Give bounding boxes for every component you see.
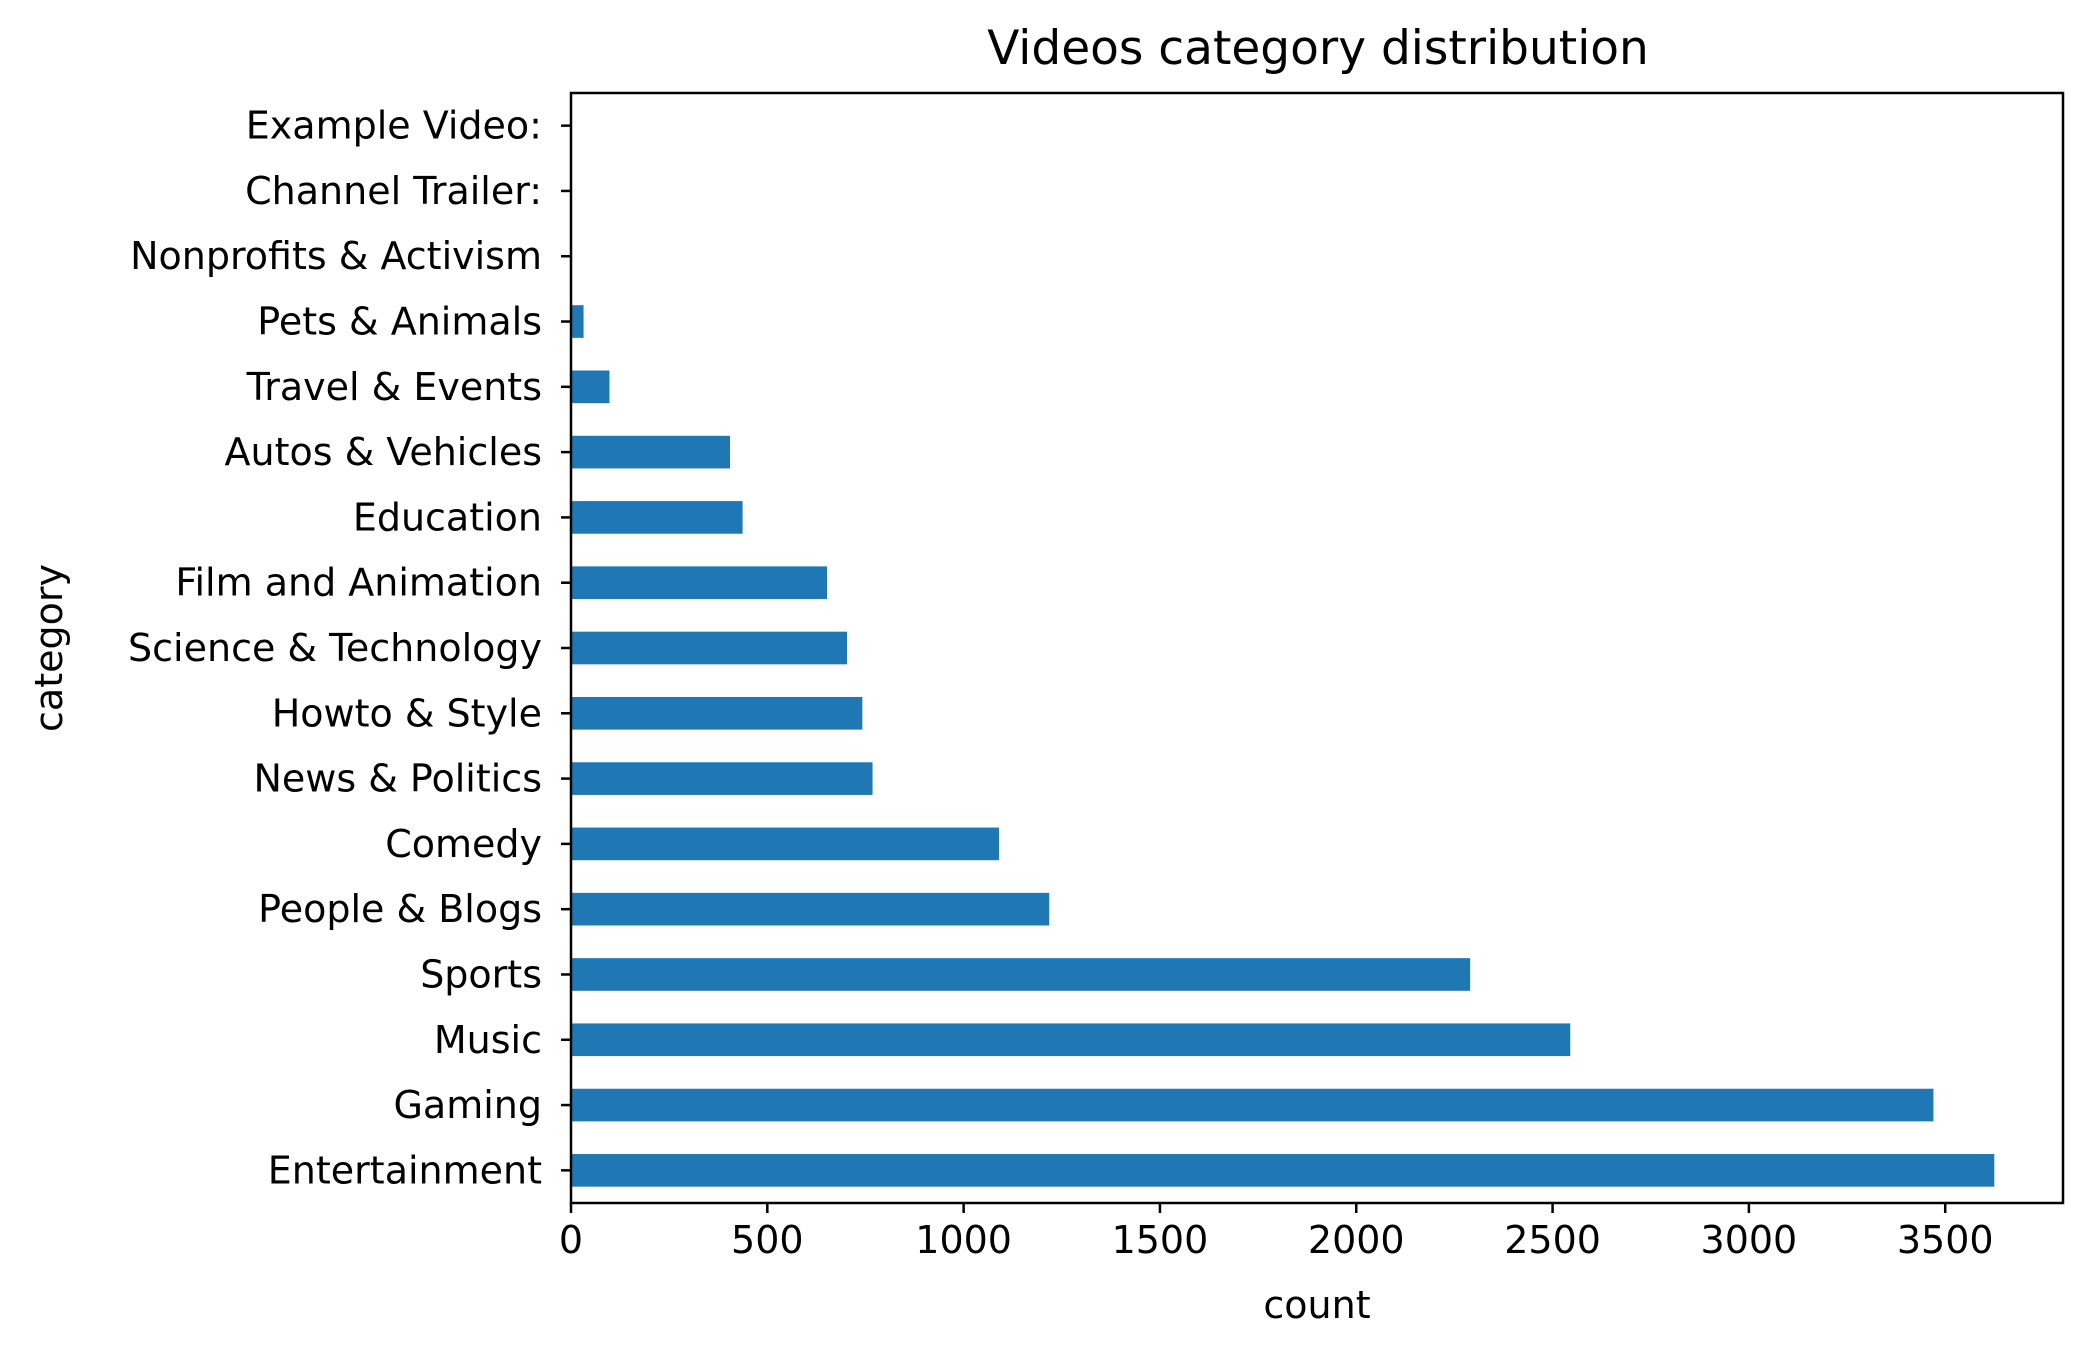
y-tick-label: Education [353,495,542,539]
bars-layer [571,109,1995,1187]
y-tick-label: Channel Trailer: [245,169,542,213]
bar-gaming [571,1088,1934,1122]
bar-travel-events [571,370,610,404]
y-tick-label: Travel & Events [246,365,542,409]
x-axis-label: count [1263,1283,1370,1327]
bar-sports [571,958,1471,991]
bar-people-blogs [571,892,1050,926]
y-tick-label: Pets & Animals [257,300,542,344]
y-axis-ticks: Entertainment Gaming Music Sports People & B… [128,104,571,1192]
y-tick-label: Comedy [385,822,542,866]
y-tick-label: Film and Animation [175,561,542,605]
y-tick-label: News & Politics [253,757,542,801]
x-tick-label: 2500 [1504,1218,1601,1262]
x-tick-label: 1000 [915,1218,1012,1262]
bar-film-and-animation [571,566,827,600]
bar-autos-vehicles [571,435,731,469]
x-tick-label: 500 [731,1218,804,1262]
plot-frame [569,91,2065,1205]
x-tick-label: 1500 [1112,1218,1209,1262]
bar-entertainment [571,1154,1995,1187]
y-tick-label: Example Video: [246,104,542,148]
y-axis-label: category [27,564,71,732]
y-tick-label: Sports [420,952,542,996]
chart-title: Videos category distribution [987,21,1649,76]
y-tick-label: Music [434,1018,542,1062]
bar-howto-style [571,696,863,730]
y-tick-label: People & Blogs [258,887,542,931]
bar-education [571,501,743,534]
y-tick-label: Nonprofits & Activism [130,234,542,278]
bar-comedy [571,827,999,861]
bar-news-politics [571,762,873,795]
y-tick-label: Autos & Vehicles [224,430,542,474]
y-tick-label: Entertainment [268,1148,542,1192]
bar-pets-animals [571,305,584,338]
x-axis-ticks: 0 500 1000 1500 2000 2500 3000 3500 [559,1203,1994,1262]
y-tick-label: Howto & Style [272,691,542,735]
x-tick-label: 3500 [1897,1218,1994,1262]
x-tick-label: 0 [559,1218,583,1262]
y-tick-label: Gaming [393,1083,542,1127]
x-tick-label: 3000 [1701,1218,1798,1262]
bar-music [571,1023,1571,1057]
bar-science-technology [571,631,848,665]
y-tick-label: Science & Technology [128,626,542,670]
x-tick-label: 2000 [1308,1218,1405,1262]
